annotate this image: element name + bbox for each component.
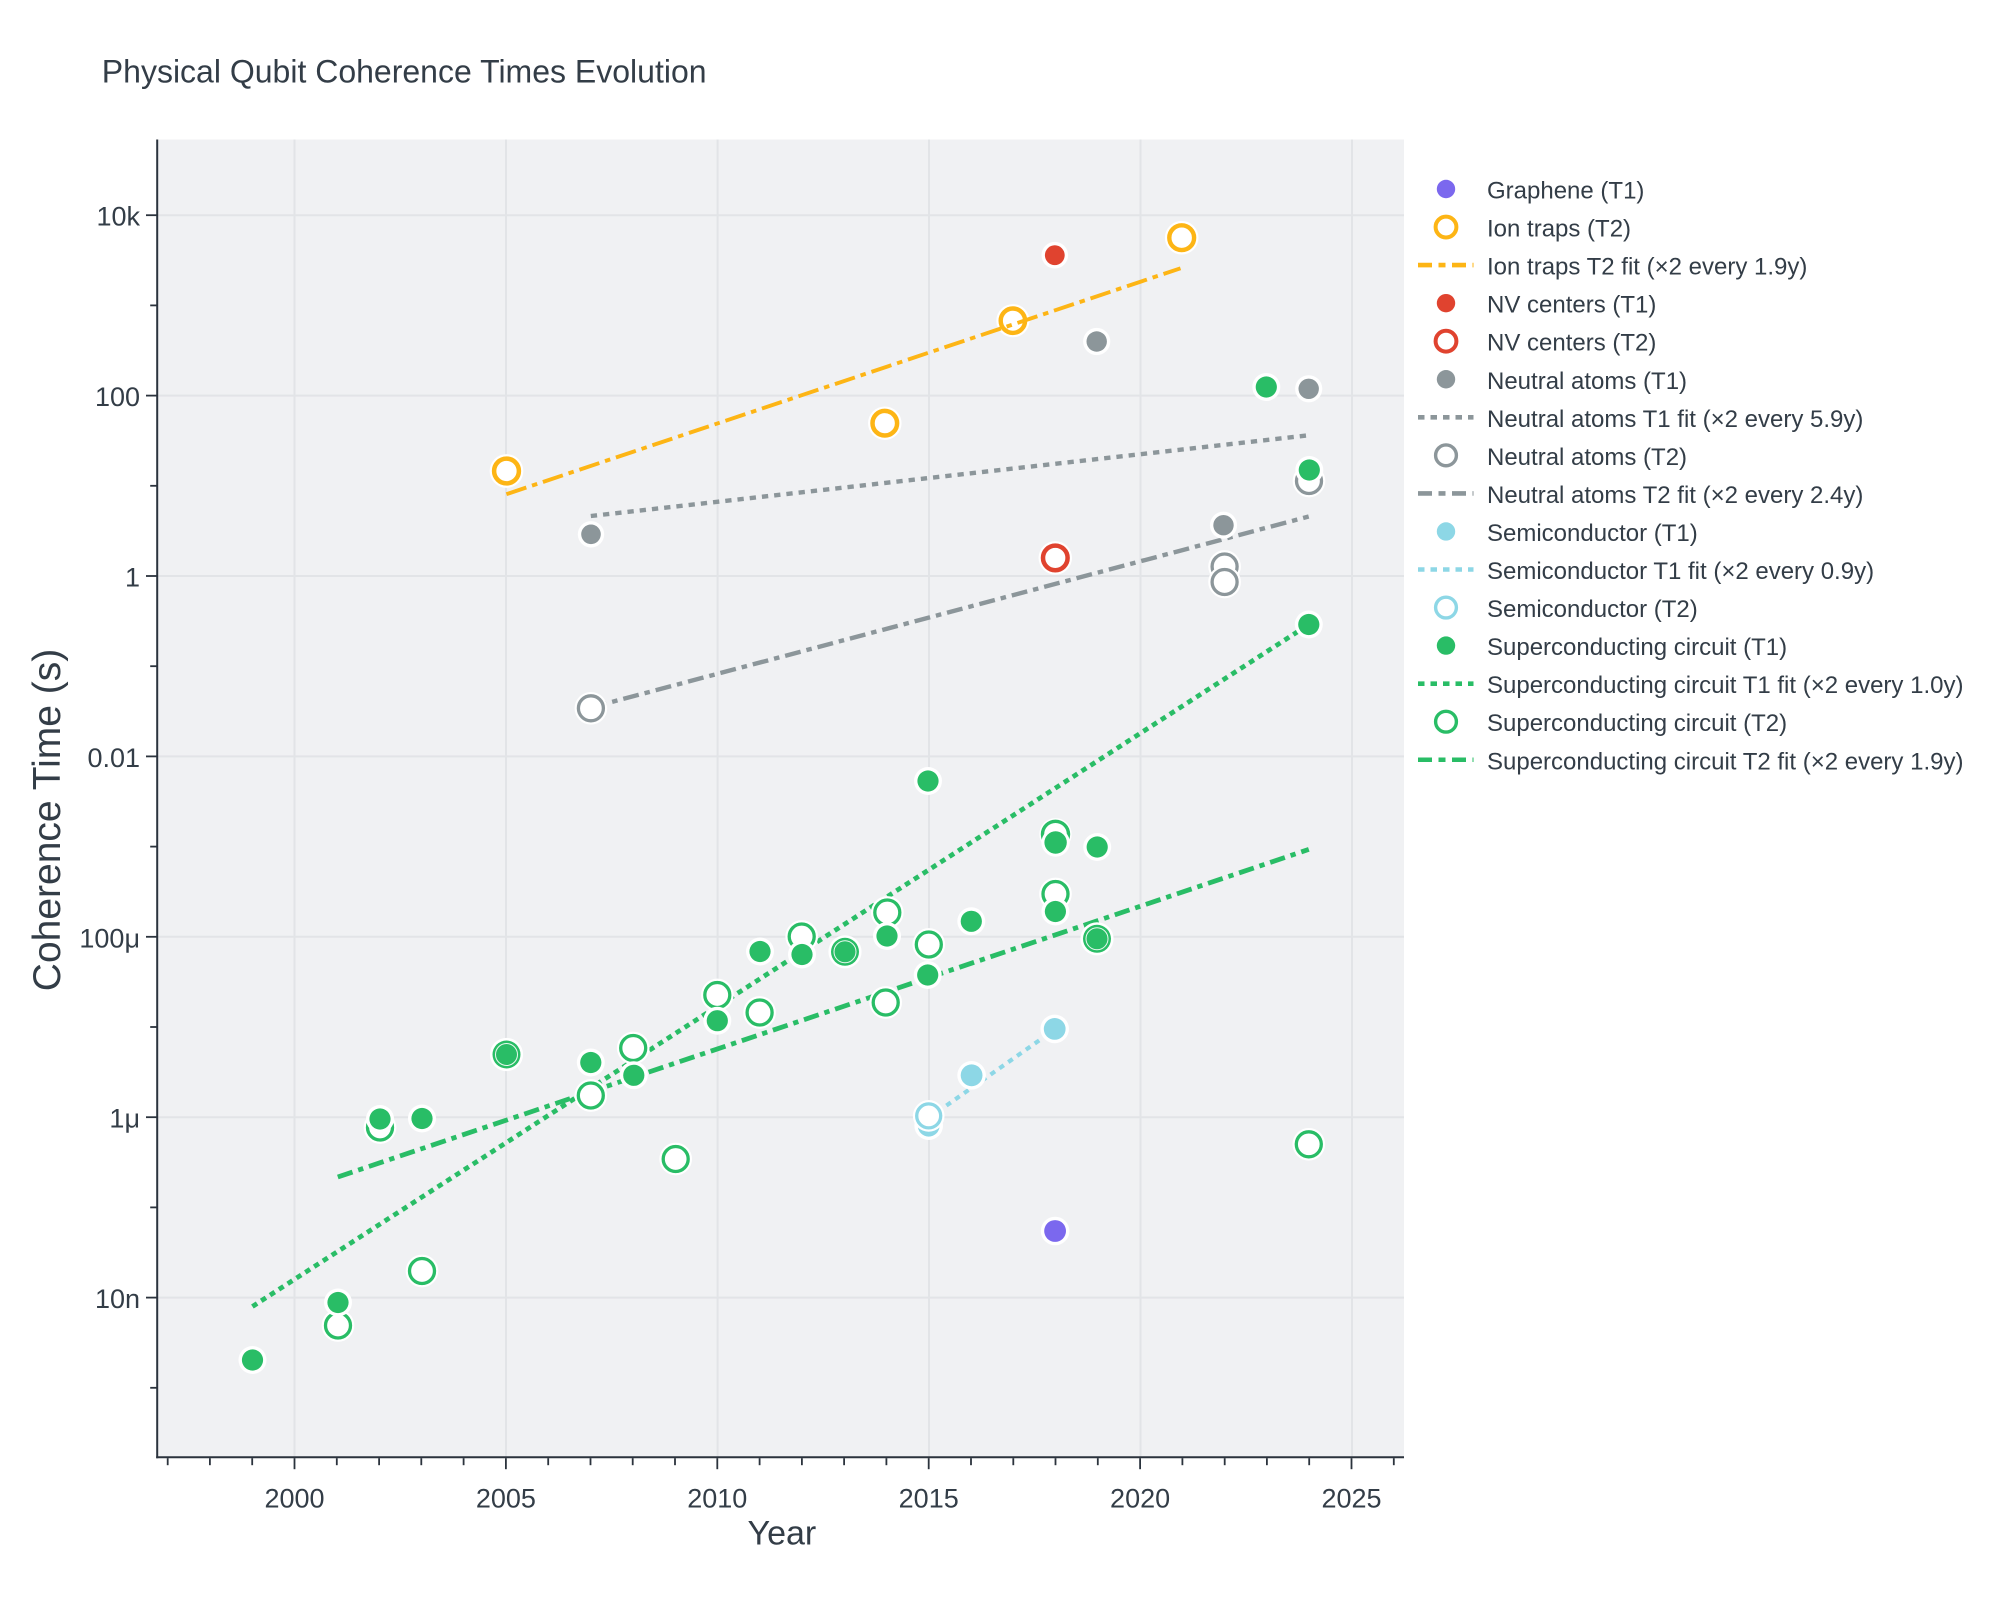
svg-text:100: 100 — [95, 382, 140, 412]
svg-text:2000: 2000 — [264, 1484, 324, 1514]
svg-text:Superconducting circuit (T1): Superconducting circuit (T1) — [1487, 634, 1787, 661]
svg-text:Ion traps (T2): Ion traps (T2) — [1487, 216, 1631, 243]
svg-text:NV centers (T2): NV centers (T2) — [1487, 330, 1656, 357]
svg-text:Neutral atoms (T2): Neutral atoms (T2) — [1487, 444, 1687, 471]
svg-text:Neutral atoms T1 fit (×2 every: Neutral atoms T1 fit (×2 every 5.9y) — [1487, 406, 1863, 433]
svg-text:Semiconductor T1 fit (×2 every: Semiconductor T1 fit (×2 every 0.9y) — [1487, 558, 1874, 585]
svg-text:2020: 2020 — [1110, 1484, 1170, 1514]
svg-text:1: 1 — [125, 563, 140, 593]
svg-text:Year: Year — [748, 1515, 817, 1553]
svg-text:2025: 2025 — [1321, 1484, 1381, 1514]
svg-text:2015: 2015 — [899, 1484, 959, 1514]
svg-text:NV centers (T1): NV centers (T1) — [1487, 292, 1656, 319]
svg-text:Neutral atoms T2 fit (×2 every: Neutral atoms T2 fit (×2 every 2.4y) — [1487, 482, 1863, 509]
svg-text:Superconducting circuit T2 fit: Superconducting circuit T2 fit (×2 every… — [1487, 748, 1963, 775]
svg-text:10n: 10n — [95, 1284, 140, 1314]
svg-text:Superconducting circuit T1 fit: Superconducting circuit T1 fit (×2 every… — [1487, 672, 1963, 699]
svg-text:Ion traps T2 fit (×2 every 1.9: Ion traps T2 fit (×2 every 1.9y) — [1487, 254, 1807, 281]
svg-text:2010: 2010 — [687, 1484, 747, 1514]
svg-text:Coherence Time (s): Coherence Time (s) — [26, 649, 69, 991]
svg-text:Semiconductor (T1): Semiconductor (T1) — [1487, 520, 1698, 547]
svg-text:Superconducting circuit (T2): Superconducting circuit (T2) — [1487, 710, 1787, 737]
svg-text:10k: 10k — [96, 202, 140, 232]
svg-text:1μ: 1μ — [109, 1104, 140, 1134]
svg-text:Neutral atoms (T1): Neutral atoms (T1) — [1487, 368, 1687, 395]
svg-text:Graphene (T1): Graphene (T1) — [1487, 178, 1644, 205]
svg-text:Physical Qubit Coherence Times: Physical Qubit Coherence Times Evolution — [102, 54, 707, 90]
svg-text:0.01: 0.01 — [87, 743, 140, 773]
svg-text:Semiconductor (T2): Semiconductor (T2) — [1487, 596, 1698, 623]
svg-text:100μ: 100μ — [79, 923, 140, 953]
svg-text:2005: 2005 — [476, 1484, 536, 1514]
